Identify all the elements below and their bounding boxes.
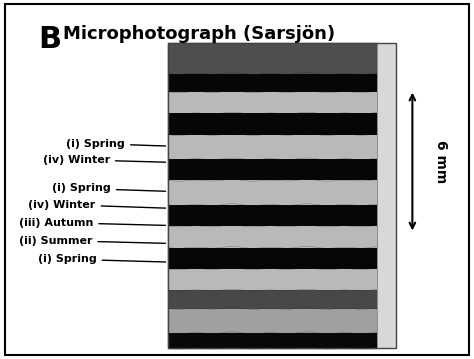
- FancyBboxPatch shape: [377, 43, 396, 348]
- Text: (iv) Winter: (iv) Winter: [28, 200, 165, 210]
- FancyBboxPatch shape: [168, 226, 377, 248]
- Text: (iv) Winter: (iv) Winter: [43, 155, 165, 165]
- FancyBboxPatch shape: [168, 248, 377, 269]
- FancyBboxPatch shape: [168, 333, 377, 348]
- FancyBboxPatch shape: [168, 135, 377, 159]
- Text: (ii) Summer: (ii) Summer: [19, 236, 165, 246]
- Text: (i) Spring: (i) Spring: [66, 139, 165, 149]
- Text: (iii) Autumn: (iii) Autumn: [19, 218, 165, 228]
- FancyBboxPatch shape: [168, 308, 377, 333]
- FancyBboxPatch shape: [168, 269, 377, 290]
- Text: Microphotograph (Sarsjön): Microphotograph (Sarsjön): [63, 25, 335, 43]
- FancyBboxPatch shape: [168, 113, 377, 135]
- FancyBboxPatch shape: [168, 43, 377, 348]
- FancyBboxPatch shape: [168, 74, 377, 92]
- FancyBboxPatch shape: [168, 180, 377, 205]
- FancyBboxPatch shape: [168, 92, 377, 113]
- Text: 6 mm: 6 mm: [434, 140, 448, 183]
- Text: (i) Spring: (i) Spring: [52, 183, 165, 194]
- FancyBboxPatch shape: [168, 205, 377, 226]
- FancyBboxPatch shape: [168, 43, 377, 74]
- FancyBboxPatch shape: [168, 290, 377, 308]
- Text: B: B: [38, 25, 61, 54]
- Text: (i) Spring: (i) Spring: [38, 254, 165, 264]
- FancyBboxPatch shape: [168, 159, 377, 180]
